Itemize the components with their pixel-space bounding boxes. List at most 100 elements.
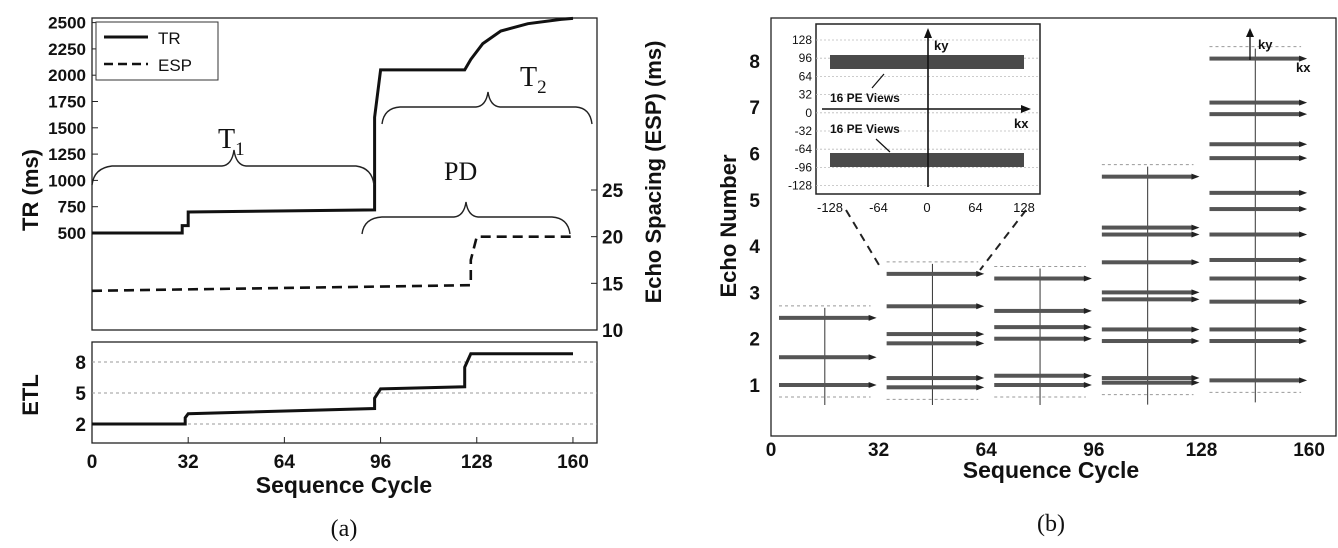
echo-band-arrowhead (1299, 298, 1308, 305)
echo-band (994, 373, 1086, 378)
inset-x-tick-label: -64 (869, 200, 888, 215)
echo-band-arrowhead (976, 340, 985, 347)
inset-y-tick-label: 64 (799, 69, 813, 83)
legend-esp-label: ESP (158, 56, 192, 75)
echo-band-arrowhead (976, 303, 985, 310)
echo-band-arrowhead (976, 384, 985, 391)
echo-band (779, 355, 871, 360)
echo-x-tick-label: 64 (976, 440, 998, 461)
echo-band (886, 376, 979, 381)
pd-brace (361, 201, 571, 235)
echo-band-arrowhead (1191, 379, 1200, 386)
inset-ky-arrowhead (924, 28, 932, 38)
etl-tick-label: 5 (75, 384, 86, 405)
inset-arrow-top (871, 73, 885, 89)
echo-band-arrowhead (1299, 155, 1308, 162)
x-tick-label: 0 (87, 452, 98, 473)
inset-x-tick-label: 0 (923, 200, 930, 215)
echo-band-arrowhead (1083, 307, 1092, 314)
echo-band-arrowhead (976, 375, 985, 382)
echo-band (994, 336, 1086, 341)
x-tick-label: 96 (370, 452, 391, 473)
etl-tick-label: 8 (75, 353, 86, 374)
t1-brace (91, 149, 375, 186)
inset-y-tick-label: -64 (795, 142, 813, 156)
x-tick-label: 64 (274, 452, 296, 473)
echo-band-arrowhead (1299, 377, 1308, 384)
echo-tick-label: 1 (749, 376, 760, 397)
tr-tick-label: 1750 (48, 93, 86, 112)
echo-band (779, 315, 871, 320)
echo-band (779, 383, 871, 387)
inset-y-tick-label: -32 (795, 124, 813, 138)
echo-band-arrowhead (1191, 173, 1200, 180)
echo-band-arrowhead (1299, 256, 1308, 263)
echo-tick-label: 6 (749, 145, 760, 166)
tr-tick-label: 500 (58, 224, 86, 243)
tr-tick-label: 1250 (48, 145, 86, 164)
x-tick-label: 160 (557, 452, 589, 473)
echo-band (886, 271, 979, 276)
echo-band (1209, 276, 1302, 281)
tr-esp-plot-frame (91, 17, 598, 331)
panel-b: 1 2 3 4 5 6 7 8 0 32 64 96 128 160 128 96 64 32 0 -32 -64 -9… (716, 17, 1337, 537)
echo-band-arrowhead (1083, 335, 1092, 342)
echo-band-arrowhead (1299, 326, 1308, 333)
inset-y-tick-label: 96 (799, 51, 813, 65)
echo-band-arrowhead (868, 382, 877, 388)
inset-kx-label: kx (1014, 116, 1029, 131)
echo-band (1101, 327, 1194, 332)
pd-region-label: PD (444, 157, 477, 186)
panel-b-caption: (b) (1037, 511, 1065, 537)
echo-band (886, 341, 979, 346)
inset-x-tick-label: 128 (1013, 200, 1035, 215)
echo-band-arrowhead (1191, 338, 1200, 345)
legend-tr-label: TR (158, 29, 181, 48)
echo-band-arrowhead (1299, 231, 1308, 238)
inset-y-tick-label: -96 (795, 160, 813, 174)
panel-a-caption: (a) (331, 516, 358, 542)
echo-band (886, 304, 979, 309)
echo-band-arrowhead (976, 331, 985, 338)
echo-x-tick-label: 128 (1186, 440, 1218, 461)
echo-band (994, 276, 1086, 281)
zoom-line-left (845, 209, 883, 271)
tr-tick-label: 2000 (48, 66, 86, 85)
inset-y-tick-label: 32 (799, 88, 813, 102)
etl-axis-label: ETL (18, 374, 43, 416)
echo-band-arrowhead (1191, 259, 1200, 266)
tr-tick-label: 1000 (48, 171, 86, 190)
x-tick-label: 128 (461, 452, 493, 473)
inset-view-label-bottom: 16 PE Views (830, 122, 900, 136)
tr-tick-label: 2500 (48, 14, 86, 33)
echo-band-arrowhead (1083, 324, 1092, 331)
echo-tick-label: 8 (749, 52, 760, 73)
corner-ky-arrowhead (1246, 28, 1254, 37)
echo-band (1101, 232, 1194, 237)
echo-band-arrowhead (868, 314, 877, 321)
tr-axis-label: TR (ms) (18, 149, 43, 231)
echo-band-arrowhead (1191, 296, 1200, 303)
echo-band (1101, 174, 1194, 179)
t2-region-label: T2 (520, 62, 547, 98)
zoom-line-right (979, 209, 1027, 271)
panel-a: 5007501000125015001750200022502500101520… (18, 14, 666, 542)
echo-band (1209, 299, 1302, 304)
echo-band-arrowhead (1299, 111, 1308, 118)
echo-band (1101, 260, 1194, 265)
tr-tick-label: 1500 (48, 119, 86, 138)
inset-top-band (830, 55, 1024, 69)
esp-tick-label: 10 (602, 321, 623, 342)
echo-band (1209, 112, 1302, 117)
echo-band (1209, 156, 1302, 161)
echo-band (1101, 380, 1194, 385)
echo-band (1101, 225, 1194, 230)
inset-y-tick-label: -128 (788, 179, 812, 193)
echo-tick-label: 5 (749, 191, 760, 212)
echo-band (1209, 207, 1302, 212)
echo-x-tick-label: 160 (1293, 440, 1325, 461)
echo-band (1101, 290, 1194, 295)
tr-tick-label: 750 (58, 198, 86, 217)
echo-x-tick-label: 96 (1083, 440, 1104, 461)
echo-band-arrowhead (1191, 326, 1200, 333)
